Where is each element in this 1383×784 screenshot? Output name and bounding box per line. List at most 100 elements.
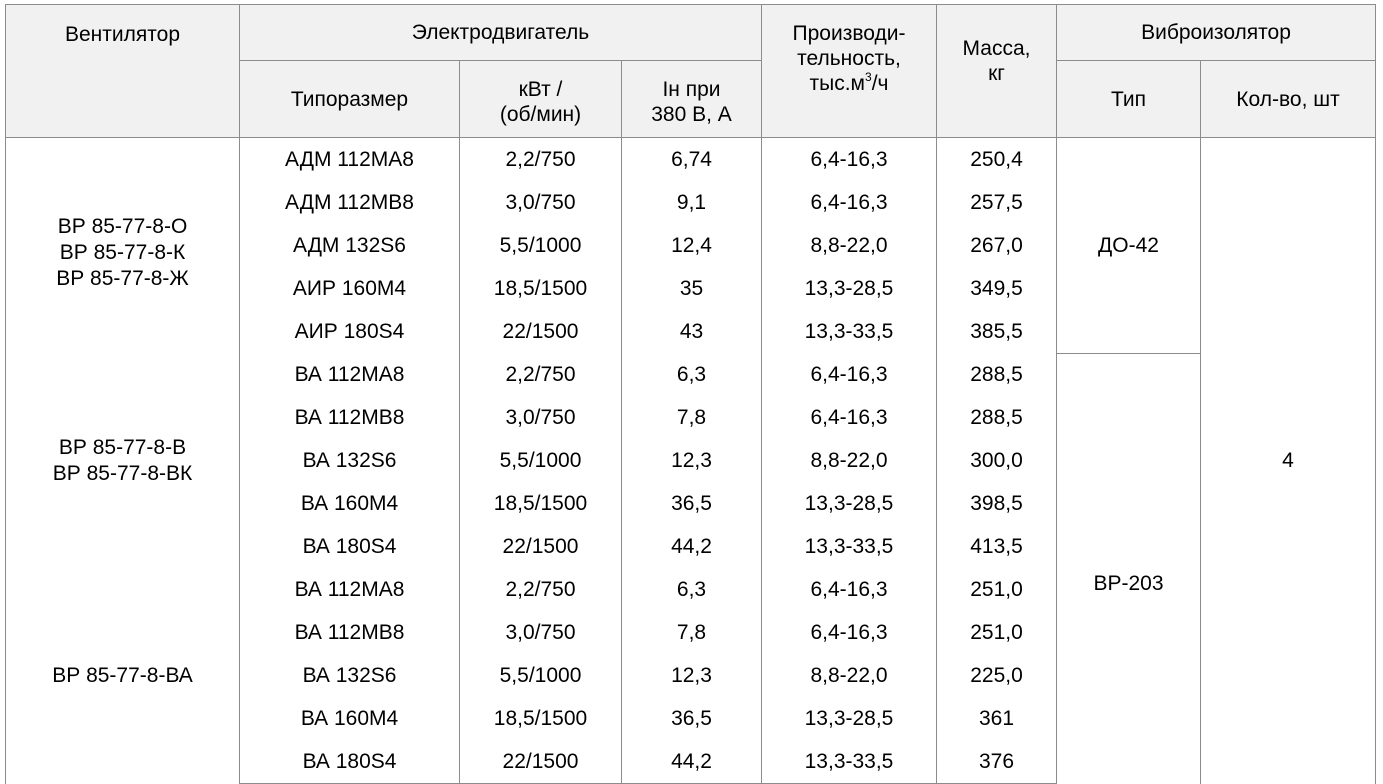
capacity-cell: 8,8-22,0 — [761, 654, 937, 697]
motor-type-cell: ВА 112МА8 — [239, 353, 460, 396]
power-cell: 3,0/750 — [459, 181, 622, 224]
header-capacity-line2: тельность, — [797, 47, 901, 70]
current-cell: 6,3 — [621, 568, 762, 611]
spec-table-wrapper: Вентилятор Электродвигатель Производи- т… — [5, 4, 1376, 784]
isolator-type-cell: ДО-42 — [1056, 137, 1201, 354]
isolator-type-cell: ВР-203 — [1056, 353, 1201, 784]
table-row: ВР 85-77-8-ВА ВА 112МА8 2,2/750 6,3 6,4-… — [5, 568, 1376, 784]
capacity-cell: 6,4-16,3 — [761, 137, 937, 181]
power-cell: 2,2/750 — [459, 353, 622, 396]
mass-cell: 288,5 — [936, 396, 1057, 439]
current-cell: 36,5 — [621, 697, 762, 740]
table-row: АДМ 132S6 5,5/1000 12,4 8,8-22,0 267,0 — [6, 224, 1376, 267]
table-row: ВА 132S6 5,5/1000 12,3 8,8-22,0 225,0 — [6, 654, 1376, 697]
motor-type-cell: АДМ 112МА8 — [239, 137, 460, 181]
header-capacity-line1: Производи- — [792, 22, 906, 45]
power-cell: 2,2/750 — [459, 568, 622, 611]
table-row: ВА 160М4 18,5/1500 36,5 13,3-28,5 361 — [6, 697, 1376, 740]
motor-type-cell: АИР 180S4 — [239, 310, 460, 353]
motor-type-cell: АИР 160М4 — [239, 267, 460, 310]
mass-cell: 250,4 — [936, 137, 1057, 181]
capacity-cell: 6,4-16,3 — [761, 396, 937, 439]
power-cell: 22/1500 — [459, 310, 622, 353]
power-cell: 18,5/1500 — [459, 697, 622, 740]
table-row: АИР 160М4 18,5/1500 35 13,3-28,5 349,5 — [6, 267, 1376, 310]
current-cell: 12,4 — [621, 224, 762, 267]
capacity-cell: 6,4-16,3 — [761, 181, 937, 224]
mass-cell: 349,5 — [936, 267, 1057, 310]
current-cell: 12,3 — [621, 654, 762, 697]
mass-cell: 398,5 — [936, 482, 1057, 525]
mass-cell: 251,0 — [936, 611, 1057, 654]
capacity-cell: 13,3-28,5 — [761, 697, 937, 740]
capacity-cell: 13,3-28,5 — [761, 482, 937, 525]
table-row: ВР 85-77-8-О ВР 85-77-8-К ВР 85-77-8-Ж А… — [5, 137, 1376, 784]
table-row: АИР 180S4 22/1500 43 13,3-33,5 385,5 — [6, 310, 1376, 353]
header-isolator: Виброизолятор — [1056, 4, 1376, 61]
current-cell: 12,3 — [621, 439, 762, 482]
header-capacity: Производи- тельность, тыс.м3/ч — [761, 4, 937, 138]
header-motor: Электродвигатель — [239, 4, 762, 61]
current-cell: 35 — [621, 267, 762, 310]
power-cell: 5,5/1000 — [459, 439, 622, 482]
capacity-cell: 6,4-16,3 — [761, 568, 937, 611]
mass-cell: 251,0 — [936, 568, 1057, 611]
mass-cell: 267,0 — [936, 224, 1057, 267]
fan-models-cell: ВР 85-77-8-ВА — [5, 568, 240, 784]
capacity-cell: 6,4-16,3 — [761, 611, 937, 654]
power-cell: 5,5/1000 — [459, 224, 622, 267]
fan-models-cell: ВР 85-77-8-В ВР 85-77-8-ВК — [5, 353, 240, 568]
table-row: ВА 132S6 5,5/1000 12,3 8,8-22,0 300,0 — [6, 439, 1376, 482]
current-cell: 9,1 — [621, 181, 762, 224]
capacity-cell: 8,8-22,0 — [761, 224, 937, 267]
mass-cell: 413,5 — [936, 525, 1057, 568]
table-row: ВА 112МВ8 3,0/750 7,8 6,4-16,3 251,0 — [6, 611, 1376, 654]
header-power: кВт / (об/мин) — [459, 60, 622, 138]
current-cell: 44,2 — [621, 525, 762, 568]
mass-cell: 361 — [936, 697, 1057, 740]
current-cell: 36,5 — [621, 482, 762, 525]
mass-cell: 385,5 — [936, 310, 1057, 353]
capacity-cell: 8,8-22,0 — [761, 439, 937, 482]
motor-type-cell: ВА 160М4 — [239, 482, 460, 525]
current-cell: 6,3 — [621, 353, 762, 396]
power-cell: 18,5/1500 — [459, 267, 622, 310]
motor-type-cell: ВА 112МВ8 — [239, 396, 460, 439]
table-row: ВА 160М4 18,5/1500 36,5 13,3-28,5 398,5 — [6, 482, 1376, 525]
mass-cell: 257,5 — [936, 181, 1057, 224]
header-isolator-type: Тип — [1056, 60, 1201, 138]
motor-type-cell: АДМ 112МВ8 — [239, 181, 460, 224]
capacity-cell: 13,3-33,5 — [761, 525, 937, 568]
header-mass-line2: кг — [988, 62, 1005, 85]
mass-cell: 300,0 — [936, 439, 1057, 482]
motor-type-cell: АДМ 132S6 — [239, 224, 460, 267]
current-cell: 43 — [621, 310, 762, 353]
power-cell: 18,5/1500 — [459, 482, 622, 525]
table-row: ВА 180S4 22/1500 44,2 13,3-33,5 413,5 — [6, 525, 1376, 568]
fan-models-cell: ВР 85-77-8-О ВР 85-77-8-К ВР 85-77-8-Ж — [5, 137, 240, 353]
header-capacity-line3: тыс.м3/ч — [809, 70, 889, 95]
power-cell: 3,0/750 — [459, 396, 622, 439]
header-fan: Вентилятор — [5, 4, 240, 138]
power-cell: 3,0/750 — [459, 611, 622, 654]
motor-type-cell: ВА 112МА8 — [239, 568, 460, 611]
capacity-cell: 13,3-28,5 — [761, 267, 937, 310]
current-cell: 7,8 — [621, 396, 762, 439]
header-motor-type: Типоразмер — [239, 60, 460, 138]
current-cell: 7,8 — [621, 611, 762, 654]
mass-cell: 288,5 — [936, 353, 1057, 396]
power-cell: 2,2/750 — [459, 137, 622, 181]
table-row: ВА 112МВ8 3,0/750 7,8 6,4-16,3 288,5 — [6, 396, 1376, 439]
fan-specification-table: Вентилятор Электродвигатель Производи- т… — [5, 4, 1376, 784]
header-mass-line1: Масса, — [962, 37, 1031, 60]
motor-type-cell: ВА 160М4 — [239, 697, 460, 740]
header-mass: Масса, кг — [936, 4, 1057, 138]
motor-type-cell: ВА 180S4 — [239, 525, 460, 568]
mass-cell: 225,0 — [936, 654, 1057, 697]
motor-type-cell: ВА 112МВ8 — [239, 611, 460, 654]
table-row: ВР 85-77-8-В ВР 85-77-8-ВК ВА 112МА8 2,2… — [5, 353, 1376, 784]
motor-type-cell: ВА 132S6 — [239, 654, 460, 697]
power-cell: 22/1500 — [459, 525, 622, 568]
motor-type-cell: ВА 132S6 — [239, 439, 460, 482]
header-isolator-qty: Кол-во, шт — [1200, 60, 1376, 138]
